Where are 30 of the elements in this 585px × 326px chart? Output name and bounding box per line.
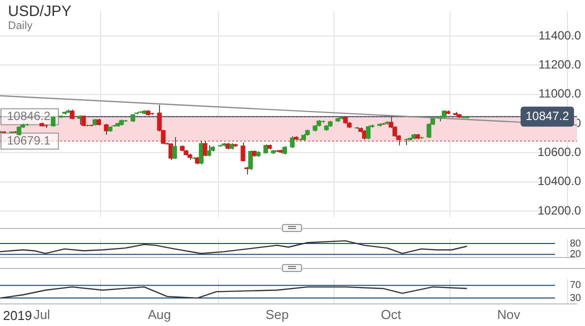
- candlestick: [202, 140, 208, 157]
- y-tick-label: 80: [570, 238, 582, 250]
- y-tick-label: 10400.0: [538, 174, 582, 188]
- x-tick-label: Sep: [266, 306, 289, 322]
- x-tick-label: Nov: [497, 306, 521, 322]
- candlestick: [290, 136, 295, 148]
- y-tick-label: 11200.0: [538, 57, 582, 72]
- y-tick-label: 11000.0: [538, 86, 582, 101]
- ref-line-label: 10847.2: [526, 108, 570, 123]
- y-tick-label: 70: [570, 280, 582, 292]
- ref-line-label: 10846.2: [7, 109, 51, 124]
- candlestick: [248, 150, 253, 170]
- candlestick: [206, 144, 212, 157]
- x-tick-label: Oct: [380, 306, 402, 322]
- x-tick-label: Jul: [33, 306, 50, 322]
- y-tick-label: 20: [570, 249, 582, 260]
- text: Daily: [8, 20, 34, 32]
- candlestick: [240, 142, 246, 162]
- ref-line-label: 10679.1: [7, 133, 51, 148]
- y-tick-label: 10200.0: [538, 203, 582, 218]
- candlestick: [172, 136, 177, 160]
- text: 2019: [3, 308, 32, 324]
- chart-title: USD/JPY: [8, 3, 72, 20]
- x-tick-label: Aug: [148, 306, 172, 322]
- y-tick-label: 10600.0: [538, 144, 582, 159]
- candlestick: [70, 109, 74, 120]
- candlestick: [16, 126, 22, 136]
- y-tick-label: 11400.0: [538, 28, 582, 42]
- candlestick: [366, 125, 371, 140]
- y-tick-label: 30: [570, 292, 582, 304]
